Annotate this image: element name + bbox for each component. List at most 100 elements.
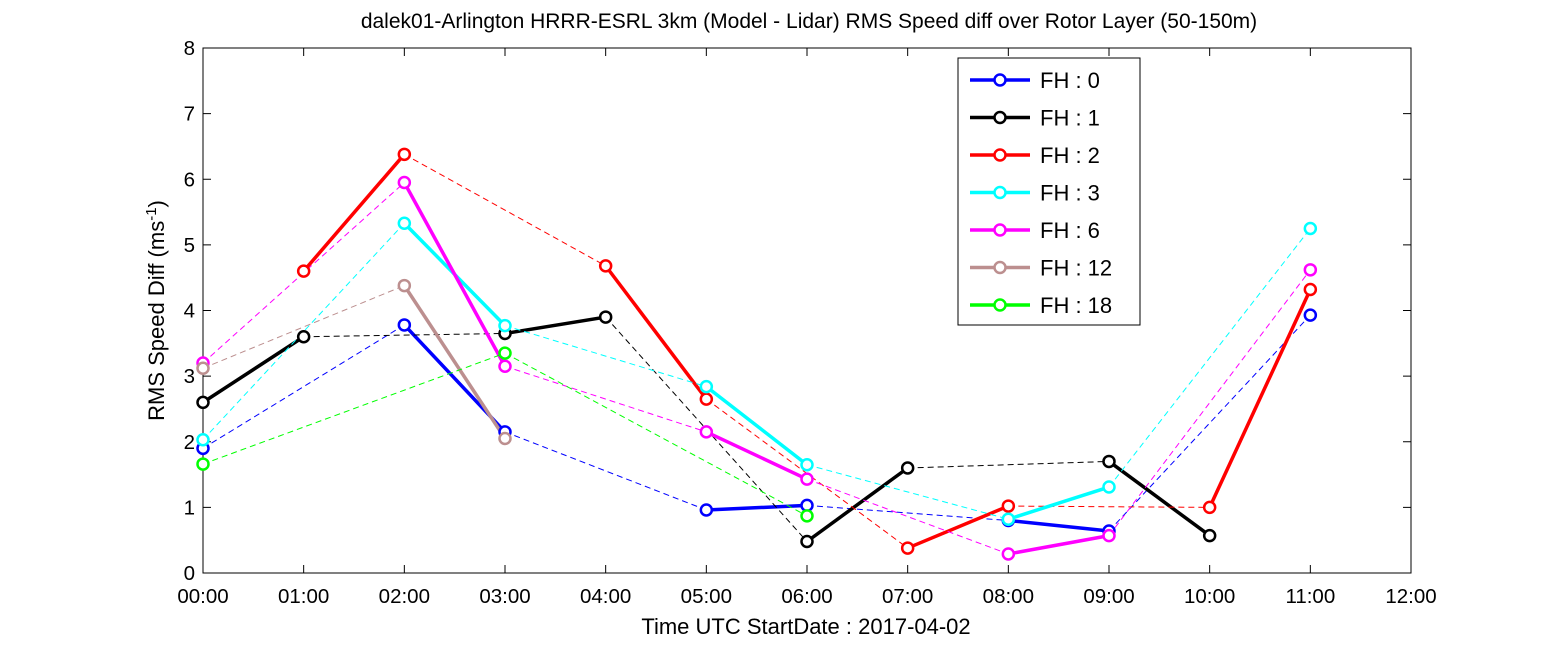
data-point-marker — [196, 433, 210, 447]
data-point-marker — [196, 395, 210, 410]
data-point-marker — [1001, 547, 1016, 561]
series-line-segment — [705, 430, 808, 481]
y-axis-label-sup: -1 — [143, 207, 160, 220]
x-tick-label: 12:00 — [1385, 585, 1436, 608]
series-line-segment — [303, 332, 506, 338]
plot-markers — [196, 147, 1318, 561]
y-axis-label-tail: ) — [144, 200, 169, 207]
data-point-marker — [1303, 308, 1318, 322]
x-tick-label: 05:00 — [681, 585, 732, 608]
x-axis-label: Time UTC StartDate : 2017-04-02 — [641, 614, 970, 639]
series-line-segment — [1208, 288, 1312, 509]
data-point-marker — [498, 431, 512, 446]
data-point-marker — [900, 541, 915, 555]
legend-swatch-marker — [993, 223, 1007, 237]
data-point-marker — [800, 457, 814, 472]
x-tick-label: 11:00 — [1285, 585, 1335, 608]
data-point-marker — [1102, 454, 1116, 469]
data-point-marker — [1102, 480, 1116, 494]
series-line-segment — [1107, 460, 1211, 538]
series-line-segment — [806, 464, 1009, 520]
data-point-marker — [397, 175, 412, 190]
y-axis-label-text: RMS Speed Diff (ms — [144, 221, 169, 421]
data-point-marker — [1001, 512, 1016, 526]
series-line-segment — [706, 503, 808, 512]
x-tick-label: 00:00 — [177, 585, 228, 608]
data-point-marker — [598, 259, 613, 273]
y-tick-label: 1 — [184, 496, 195, 519]
legend-entry-label: FH : 18 — [1040, 293, 1112, 318]
series-line-segment — [806, 504, 1009, 521]
chart-title: dalek01-Arlington HRRR-ESRL 3km (Model -… — [361, 10, 1257, 33]
data-point-marker — [699, 503, 714, 517]
data-point-marker — [397, 216, 412, 230]
data-point-marker — [800, 509, 814, 523]
x-tick-label: 08:00 — [983, 585, 1034, 608]
series-line-segment — [705, 385, 809, 467]
data-point-marker — [196, 361, 210, 375]
legend-swatch-marker — [993, 298, 1007, 312]
legend-entry-label: FH : 3 — [1040, 181, 1100, 206]
legend-entry-label: FH : 6 — [1040, 218, 1100, 243]
series-line-segment — [202, 335, 305, 404]
series-line-segment — [1108, 228, 1311, 488]
data-point-marker — [699, 425, 714, 439]
data-point-marker — [800, 472, 814, 486]
data-point-marker — [900, 461, 915, 475]
y-tick-label: 6 — [184, 168, 195, 191]
y-tick-label: 4 — [184, 300, 195, 323]
legend-swatch-marker — [993, 110, 1007, 125]
data-point-marker — [196, 457, 210, 471]
x-tick-label: 06:00 — [781, 585, 832, 608]
legend-swatch-marker — [993, 260, 1007, 275]
plot-axes — [202, 47, 1412, 574]
data-point-marker — [800, 534, 814, 549]
y-tick-label: 2 — [184, 431, 195, 454]
x-tick-label: 02:00 — [379, 585, 430, 608]
x-tick-label: 07:00 — [882, 585, 933, 608]
x-tick-label: 01:00 — [278, 585, 329, 608]
legend-swatch-marker — [993, 73, 1007, 87]
plot-labels: 00:00 01:00 02:00 03:00 04:00 05:00 06:00 07:00… — [177, 37, 1436, 608]
data-point-marker — [296, 264, 311, 278]
data-point-marker — [397, 278, 412, 293]
data-point-marker — [598, 310, 613, 324]
series-line-segment — [907, 460, 1110, 469]
y-tick-label: 7 — [184, 103, 195, 126]
y-tick-label: 5 — [184, 234, 195, 257]
series-line-segment — [504, 315, 606, 336]
plot-lines — [202, 153, 1312, 556]
data-point-marker — [1303, 263, 1318, 277]
legend-entry-label: FH : 1 — [1040, 106, 1100, 131]
y-tick-label: 8 — [184, 37, 195, 60]
x-tick-label: 04:00 — [580, 585, 631, 608]
series-line-segment — [202, 285, 405, 369]
series-line-segment — [805, 466, 909, 543]
data-point-marker — [1303, 282, 1318, 297]
data-point-marker — [1202, 528, 1217, 543]
data-point-marker — [296, 330, 311, 344]
series-line-segment — [1108, 314, 1311, 532]
x-tick-label: 09:00 — [1083, 585, 1134, 608]
series-line-segment — [1008, 505, 1210, 508]
data-point-marker — [1001, 499, 1016, 513]
series-line-segment — [1008, 518, 1110, 533]
data-point-marker — [498, 318, 512, 333]
series-line-segment — [806, 478, 1009, 555]
legend-swatch-marker — [993, 148, 1007, 162]
legend: FH : 0 FH : 1 FH : 2 FH : 3 FH : 6 FH : 12 FH … — [957, 57, 1141, 326]
data-point-marker — [397, 318, 412, 332]
data-point-marker — [397, 147, 412, 162]
y-axis-label: RMS Speed Diff (ms-1) — [143, 200, 169, 421]
series-line-segment — [302, 153, 406, 273]
series-line-segment — [1108, 269, 1311, 536]
data-point-marker — [699, 392, 714, 406]
legend-entry-label: FH : 0 — [1040, 68, 1100, 93]
y-tick-label: 3 — [184, 365, 195, 388]
x-tick-label: 03:00 — [479, 585, 530, 608]
legend-entry-label: FH : 12 — [1040, 256, 1112, 281]
series-line-segment — [604, 264, 708, 401]
series-line-segment — [504, 352, 808, 517]
series-line-segment — [504, 325, 707, 388]
